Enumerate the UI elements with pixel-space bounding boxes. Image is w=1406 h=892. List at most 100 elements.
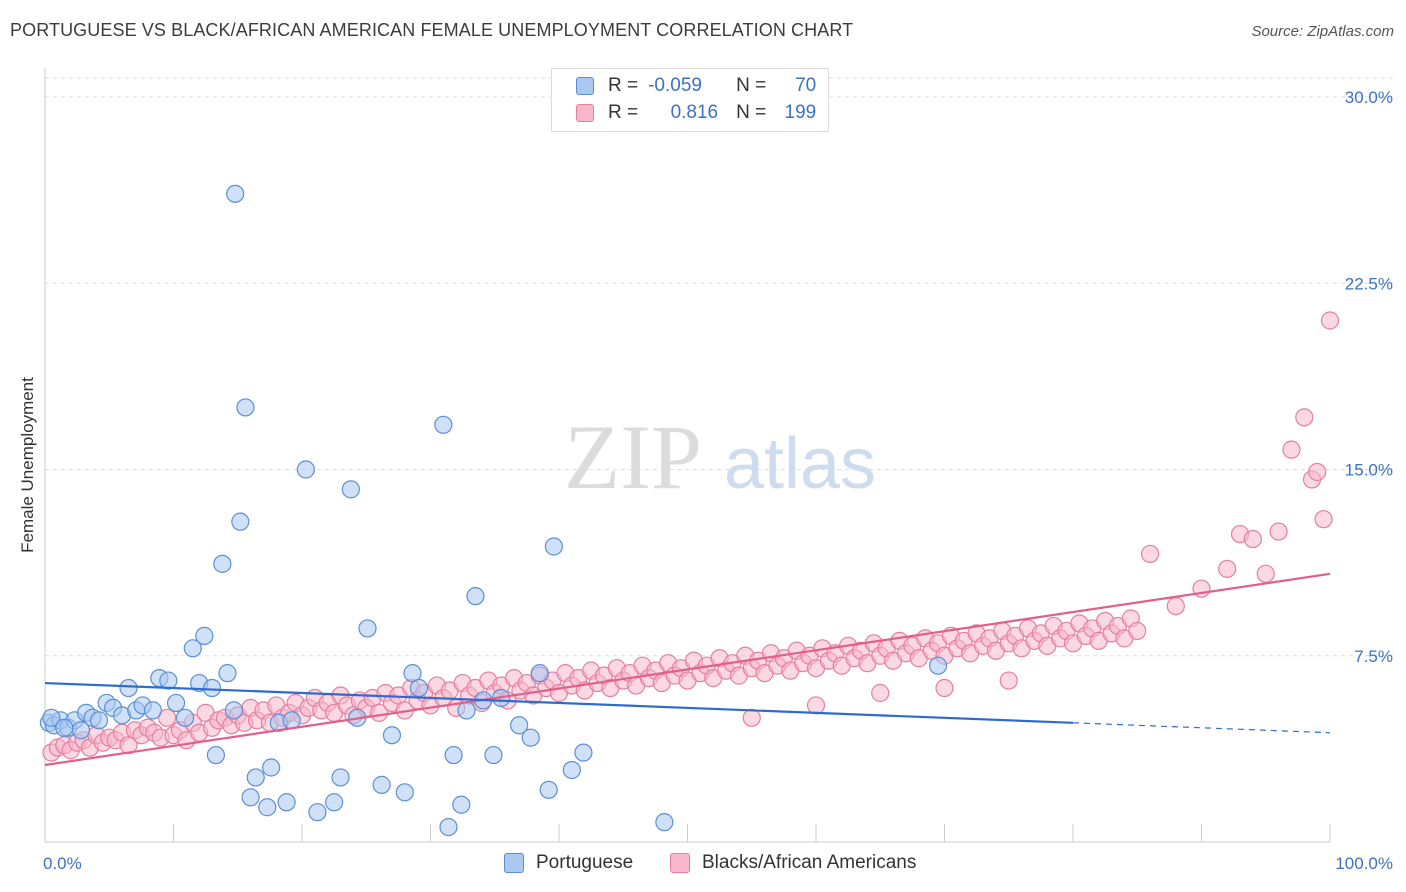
portuguese-point [530,664,549,683]
portuguese-point [308,803,327,822]
legend-row-portuguese: R = -0.059 N = 70 [576,73,816,99]
portuguese-point [452,795,471,814]
portuguese-point [562,760,581,780]
r-label: R = [608,75,639,96]
blacks-point [1308,462,1327,482]
y-tick-label: 15.0% [1345,461,1393,480]
r-value: -0.059 [648,75,702,96]
legend-item-blacks: Blacks/African Americans [670,852,916,874]
portuguese-point [262,758,281,777]
portuguese-point [331,768,350,787]
blacks-swatch [576,104,594,122]
portuguese-point [282,711,301,730]
blacks-point [935,678,954,698]
portuguese-point [341,480,360,499]
watermark: ZIP atlas [564,406,876,508]
blacks-point [806,696,826,715]
blacks-point [1128,621,1147,641]
portuguese-point [258,798,277,817]
gridlines [45,77,1395,657]
source-label: Source: ZipAtlas.com [1251,23,1394,40]
portuguese-point [42,708,61,727]
n-label: N = [736,75,767,96]
portuguese-point [183,639,202,658]
portuguese-swatch [504,853,524,873]
portuguese-point [175,708,195,727]
portuguese-point [372,775,391,794]
watermark-zip: ZIP [564,406,702,508]
tick-labels: 7.5% 15.0% 22.5% 30.0% 0.0% 100.0% [43,88,1393,873]
y-tick-label: 7.5% [1354,647,1393,666]
portuguese-point [231,512,250,531]
blacks-point [742,708,761,727]
blacks-point [157,708,177,727]
blacks-point [1140,544,1160,564]
portuguese-point [444,745,463,765]
portuguese-point [382,726,402,745]
portuguese-point [89,711,109,730]
series-portuguese-points [39,184,948,837]
portuguese-point [655,813,674,832]
portuguese-point [195,626,214,645]
blacks-trend-line [44,572,1331,767]
blacks-point [1295,408,1314,427]
portuguese-point [521,728,540,747]
portuguese-point [119,678,138,698]
blacks-swatch [670,853,690,873]
portuguese-point [55,718,74,737]
watermark-atlas: atlas [724,424,876,504]
portuguese-point [241,788,260,807]
trend-lines [44,572,1331,767]
portuguese-point [226,184,245,203]
blacks-point [370,703,389,722]
portuguese-point [457,701,476,720]
portuguese-point [296,460,315,479]
y-tick-label: 22.5% [1345,274,1393,293]
blacks-point [1269,522,1288,541]
portuguese-point [539,780,558,799]
portuguese-point [218,664,237,683]
n-label: N = [736,102,767,123]
portuguese-point [358,619,377,638]
portuguese-point [928,656,948,675]
legend-row-blacks: R = 0.816 N = 199 [576,100,816,126]
portuguese-point [484,745,503,765]
blacks-point [999,671,1018,690]
legend-label-blacks: Blacks/African Americans [702,852,917,873]
portuguese-point [466,587,485,606]
portuguese-point [325,793,344,812]
portuguese-point [277,793,296,812]
x-tick-label: 100.0% [1335,854,1393,873]
portuguese-point [544,537,563,556]
portuguese-point [236,398,255,417]
n-value: 199 [784,102,817,123]
portuguese-point [439,817,458,837]
r-value: 0.816 [670,102,719,123]
portuguese-point [143,701,163,720]
x-tick-label: 0.0% [43,854,82,873]
blacks-point [1314,510,1333,529]
portuguese-trend-extension [1072,722,1331,734]
portuguese-point [224,701,243,720]
blacks-point [1320,311,1340,330]
y-tick-label: 30.0% [1345,88,1393,107]
blacks-point [1256,564,1275,583]
portuguese-point [213,554,232,573]
series-legend: Portuguese Blacks/African Americans [0,852,1406,878]
portuguese-point [395,783,414,802]
portuguese-swatch [576,77,594,95]
chart-title: PORTUGUESE VS BLACK/AFRICAN AMERICAN FEM… [10,20,854,40]
portuguese-point [166,693,186,713]
blacks-point [1218,559,1237,578]
n-value: 70 [795,75,817,96]
portuguese-point [202,678,222,698]
blacks-point [1282,440,1301,459]
portuguese-point [159,671,178,690]
blacks-point [1243,529,1263,549]
portuguese-point [206,745,226,765]
correlation-legend: R = -0.059 N = 70 R = 0.816 N = 199 [551,68,829,132]
portuguese-point [409,678,429,698]
series-blacks-points [42,311,1340,762]
legend-label-portuguese: Portuguese [536,852,634,873]
